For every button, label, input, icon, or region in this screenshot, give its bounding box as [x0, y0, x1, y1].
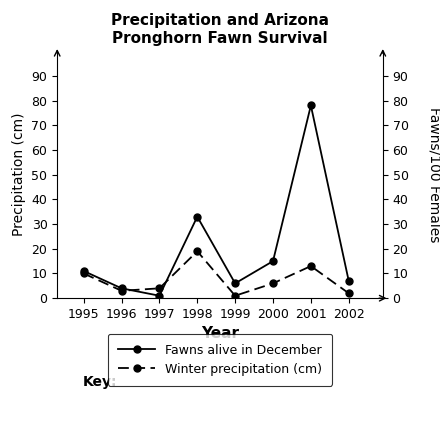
X-axis label: Year: Year [201, 326, 239, 342]
Legend: Fawns alive in December, Winter precipitation (cm): Fawns alive in December, Winter precipit… [108, 334, 332, 386]
Text: Key:: Key: [82, 375, 117, 389]
Y-axis label: Fawns/100 Females: Fawns/100 Females [428, 107, 440, 242]
Title: Precipitation and Arizona
Pronghorn Fawn Survival: Precipitation and Arizona Pronghorn Fawn… [111, 13, 329, 46]
Y-axis label: Precipitation (cm): Precipitation (cm) [12, 113, 26, 236]
